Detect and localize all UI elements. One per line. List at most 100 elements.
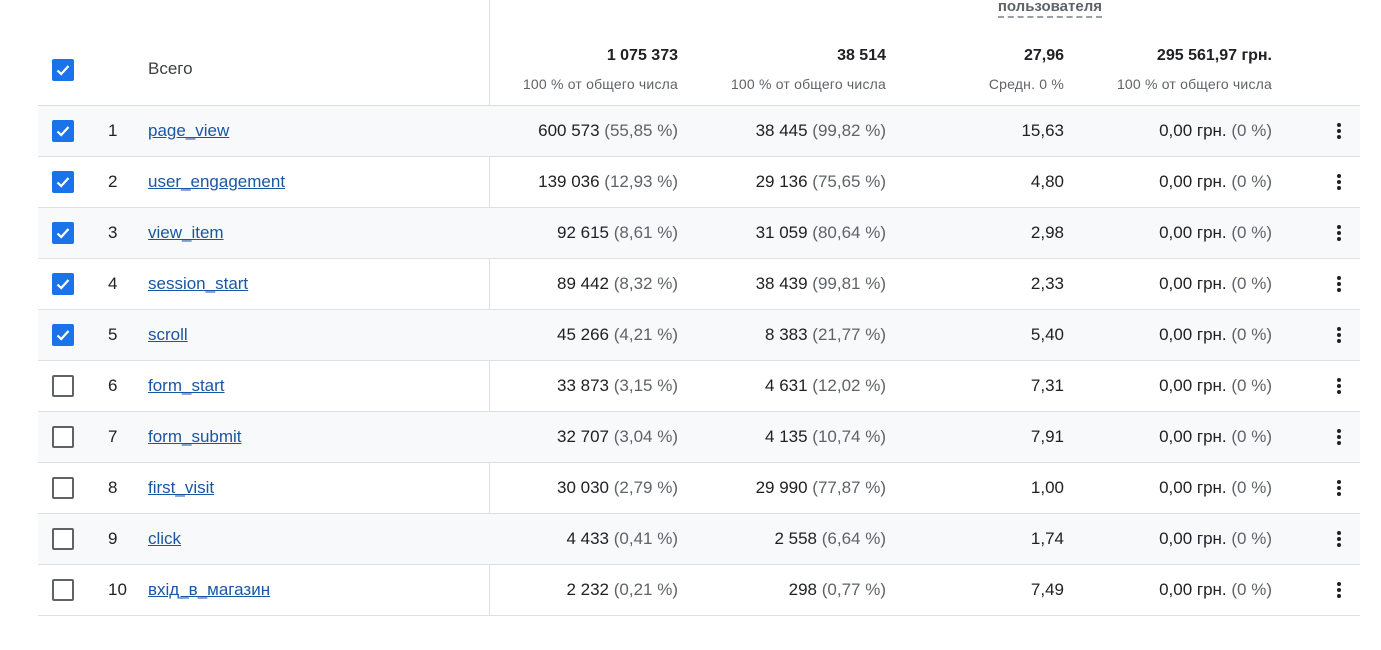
users-percent: (6,64 %) xyxy=(821,529,886,548)
event-count-cell: 600 573 (55,85 %) xyxy=(498,121,678,141)
event-name-link[interactable]: form_start xyxy=(148,376,225,395)
event-name-link[interactable]: page_view xyxy=(148,121,230,140)
more-vert-icon[interactable] xyxy=(1331,530,1347,548)
total-users: 38 514 xyxy=(837,47,886,64)
event-name-link[interactable]: user_engagement xyxy=(148,172,286,191)
revenue-cell: 0,00 грн. (0 %) xyxy=(1088,223,1272,243)
users-cell: 4 631 (12,02 %) xyxy=(698,376,886,396)
users-value: 29 136 xyxy=(755,172,808,191)
more-vert-icon[interactable] xyxy=(1331,275,1347,293)
revenue-value: 0,00 грн. xyxy=(1159,376,1227,395)
metric-header-users[interactable]: пользователя xyxy=(948,0,1102,18)
event-count-value: 30 030 xyxy=(557,478,610,497)
row-number: 4 xyxy=(108,274,118,293)
event-name-link[interactable]: session_start xyxy=(148,274,249,293)
users-percent: (21,77 %) xyxy=(812,325,886,344)
events-table: пользователя Всего 1 075 373 100 % от об… xyxy=(38,0,1360,616)
users-cell: 298 (0,77 %) xyxy=(698,580,886,600)
event-name-link[interactable]: form_submit xyxy=(148,427,242,446)
event-count-cell: 45 266 (4,21 %) xyxy=(498,325,678,345)
users-value: 8 383 xyxy=(765,325,808,344)
event-count-value: 2 232 xyxy=(566,580,610,599)
row-number: 2 xyxy=(108,172,118,191)
events-per-user-cell: 5,40 xyxy=(1030,325,1064,344)
total-event-count: 1 075 373 xyxy=(606,47,678,64)
row-number: 8 xyxy=(108,478,118,497)
row-checkbox[interactable] xyxy=(52,120,74,142)
event-count-percent: (55,85 %) xyxy=(604,121,678,140)
row-checkbox[interactable] xyxy=(52,375,74,397)
event-count-percent: (3,15 %) xyxy=(613,376,678,395)
users-value: 2 558 xyxy=(774,529,818,548)
table-header: пользователя Всего 1 075 373 100 % от об… xyxy=(38,0,1360,106)
row-checkbox[interactable] xyxy=(52,579,74,601)
events-per-user-cell: 7,31 xyxy=(1030,376,1064,395)
event-count-value: 139 036 xyxy=(538,172,600,191)
event-count-value: 89 442 xyxy=(557,274,610,293)
select-all-checkbox[interactable] xyxy=(52,59,74,81)
more-vert-icon[interactable] xyxy=(1331,428,1347,446)
revenue-cell: 0,00 грн. (0 %) xyxy=(1088,172,1272,192)
event-count-percent: (8,32 %) xyxy=(613,274,678,293)
event-name-link[interactable]: click xyxy=(148,529,182,548)
check-icon xyxy=(56,65,70,76)
check-icon xyxy=(56,228,70,239)
total-revenue-sub: 100 % от общего числа xyxy=(1116,76,1272,92)
event-name-link[interactable]: вхід_в_магазин xyxy=(148,580,271,599)
more-vert-icon[interactable] xyxy=(1331,581,1347,599)
event-count-cell: 139 036 (12,93 %) xyxy=(498,172,678,192)
users-percent: (12,02 %) xyxy=(812,376,886,395)
event-count-value: 45 266 xyxy=(557,325,610,344)
table-row: 1 page_view 600 573 (55,85 %) 38 445 (99,82… xyxy=(38,106,1360,157)
row-checkbox[interactable] xyxy=(52,324,74,346)
revenue-percent: (0 %) xyxy=(1231,325,1272,344)
row-number: 1 xyxy=(108,121,118,140)
event-count-percent: (2,79 %) xyxy=(613,478,678,497)
row-checkbox[interactable] xyxy=(52,528,74,550)
more-vert-icon[interactable] xyxy=(1331,479,1347,497)
users-value: 31 059 xyxy=(755,223,808,242)
revenue-percent: (0 %) xyxy=(1231,529,1272,548)
row-checkbox[interactable] xyxy=(52,171,74,193)
row-number: 9 xyxy=(108,529,118,548)
users-cell: 31 059 (80,64 %) xyxy=(698,223,886,243)
event-name-link[interactable]: scroll xyxy=(148,325,188,344)
more-vert-icon[interactable] xyxy=(1331,326,1347,344)
row-checkbox[interactable] xyxy=(52,273,74,295)
event-count-cell: 2 232 (0,21 %) xyxy=(498,580,678,600)
event-count-percent: (0,41 %) xyxy=(613,529,678,548)
event-count-value: 33 873 xyxy=(557,376,610,395)
metric-header-label: пользователя xyxy=(997,0,1102,18)
events-per-user-cell: 7,49 xyxy=(1030,580,1064,599)
event-count-percent: (8,61 %) xyxy=(613,223,678,242)
row-checkbox[interactable] xyxy=(52,222,74,244)
users-value: 4 135 xyxy=(765,427,808,446)
event-count-cell: 30 030 (2,79 %) xyxy=(498,478,678,498)
row-checkbox[interactable] xyxy=(52,426,74,448)
users-cell: 29 990 (77,87 %) xyxy=(698,478,886,498)
table-row: 8 first_visit 30 030 (2,79 %) 29 990 (77,87… xyxy=(38,463,1360,514)
totals-label: Всего xyxy=(148,59,193,78)
event-count-percent: (3,04 %) xyxy=(613,427,678,446)
revenue-percent: (0 %) xyxy=(1231,121,1272,140)
total-event-count-sub: 100 % от общего числа xyxy=(522,76,678,92)
more-vert-icon[interactable] xyxy=(1331,377,1347,395)
event-name-link[interactable]: first_visit xyxy=(148,478,215,497)
users-percent: (77,87 %) xyxy=(812,478,886,497)
event-count-cell: 33 873 (3,15 %) xyxy=(498,376,678,396)
users-cell: 4 135 (10,74 %) xyxy=(698,427,886,447)
more-vert-icon[interactable] xyxy=(1331,173,1347,191)
event-name-link[interactable]: view_item xyxy=(148,223,224,242)
check-icon xyxy=(56,126,70,137)
users-value: 38 439 xyxy=(755,274,808,293)
row-number: 10 xyxy=(108,580,127,599)
row-checkbox[interactable] xyxy=(52,477,74,499)
more-vert-icon[interactable] xyxy=(1331,122,1347,140)
table-row: 7 form_submit 32 707 (3,04 %) 4 135 (10,74 … xyxy=(38,412,1360,463)
more-vert-icon[interactable] xyxy=(1331,224,1347,242)
users-percent: (80,64 %) xyxy=(812,223,886,242)
users-cell: 2 558 (6,64 %) xyxy=(698,529,886,549)
total-events-per-user: 27,96 xyxy=(1023,47,1064,64)
table-row: 5 scroll 45 266 (4,21 %) 8 383 (21,77 %) 5,4… xyxy=(38,310,1360,361)
table-row: 2 user_engagement 139 036 (12,93 %) 29 136 … xyxy=(38,157,1360,208)
